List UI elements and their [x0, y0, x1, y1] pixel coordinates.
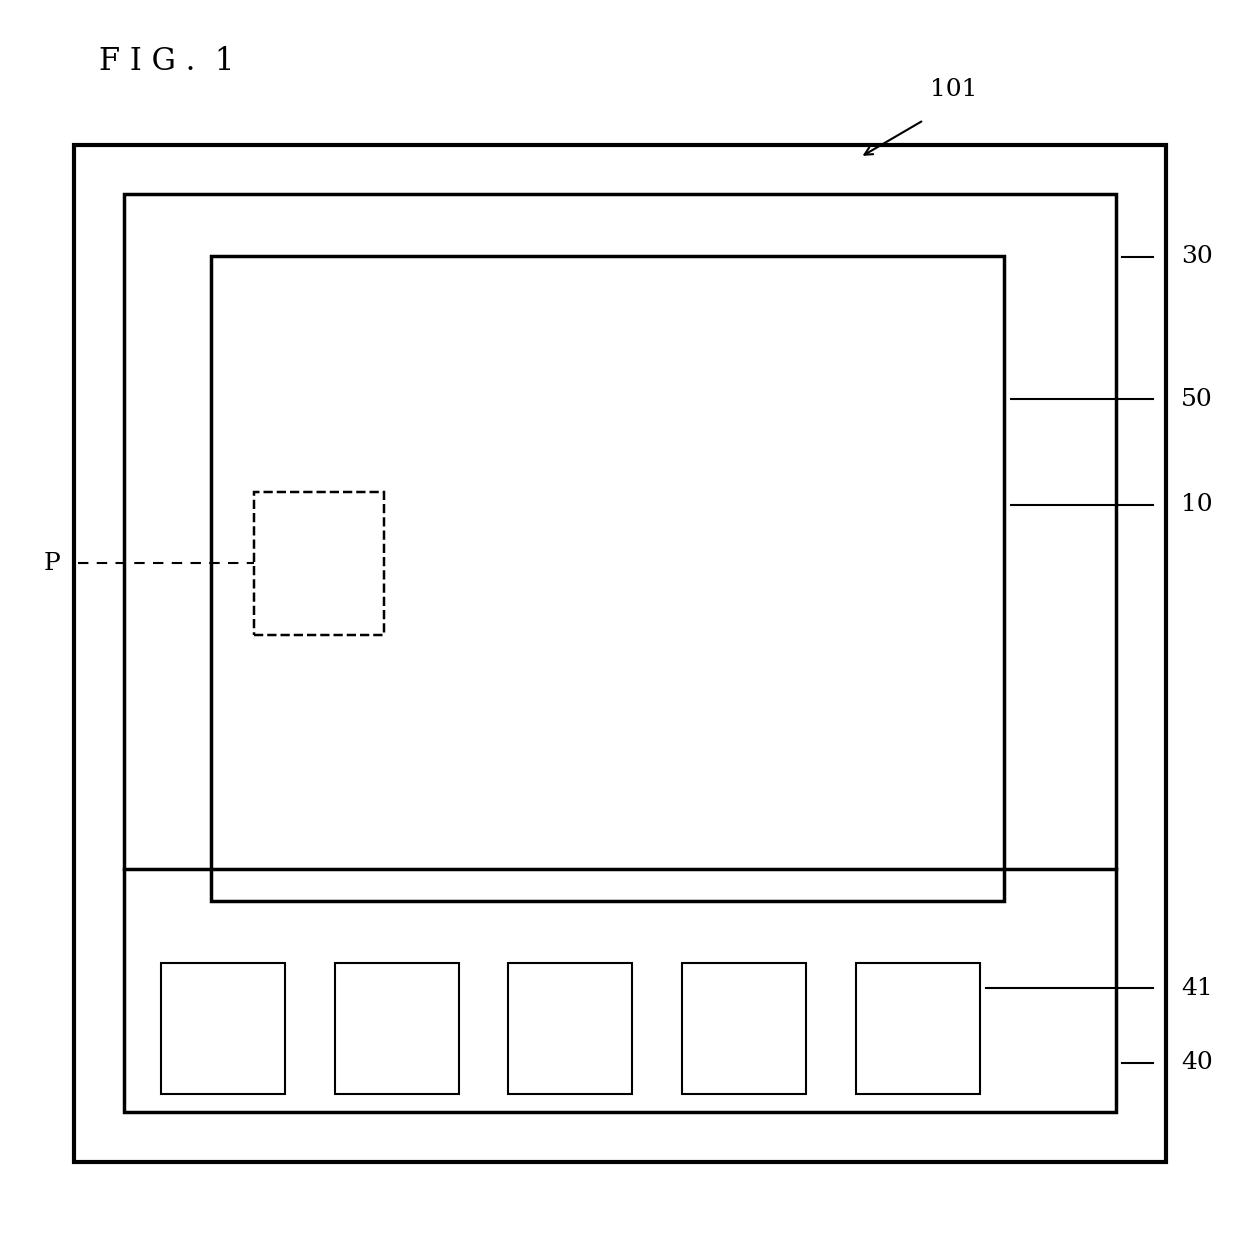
Text: 41: 41: [1180, 977, 1213, 999]
Bar: [161, 963, 285, 1094]
Text: 40: 40: [1180, 1051, 1213, 1073]
Bar: [335, 963, 459, 1094]
Bar: [74, 145, 1166, 1161]
Bar: [254, 491, 384, 635]
Bar: [856, 963, 980, 1094]
Text: P: P: [43, 552, 61, 574]
Bar: [508, 963, 632, 1094]
Text: 101: 101: [930, 78, 977, 101]
Bar: [211, 256, 1004, 901]
Text: F I G .  1: F I G . 1: [99, 45, 234, 77]
Text: 50: 50: [1180, 387, 1213, 411]
Bar: [124, 195, 1116, 1112]
Text: 10: 10: [1180, 493, 1213, 517]
Bar: [682, 963, 806, 1094]
Text: 30: 30: [1180, 245, 1213, 268]
